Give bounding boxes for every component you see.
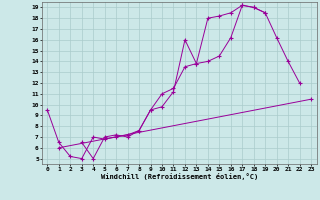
X-axis label: Windchill (Refroidissement éolien,°C): Windchill (Refroidissement éolien,°C) bbox=[100, 173, 258, 180]
